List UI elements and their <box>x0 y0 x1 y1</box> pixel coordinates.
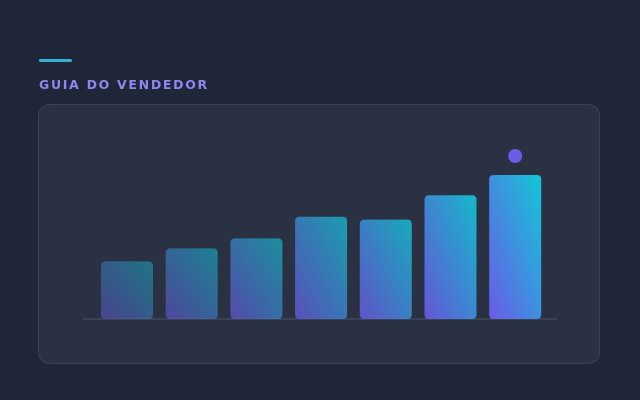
chart-bar-7 <box>489 175 542 319</box>
chart-bar-3 <box>230 238 283 319</box>
section-label: GUIA DO VENDEDOR <box>39 77 209 92</box>
bar-chart <box>83 149 557 320</box>
chart-bar-6 <box>424 195 477 319</box>
chart-bar-5 <box>359 219 412 319</box>
accent-line <box>39 59 72 62</box>
chart-bar-1 <box>101 261 153 319</box>
chart-card <box>38 104 600 364</box>
chart-bar-4 <box>295 216 348 319</box>
bars-layer <box>101 149 542 319</box>
highlight-marker <box>508 149 523 163</box>
chart-bar-2 <box>165 248 218 319</box>
